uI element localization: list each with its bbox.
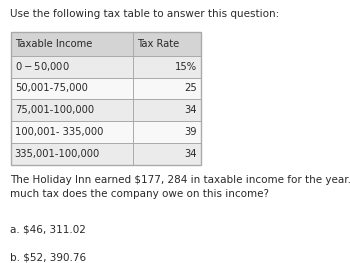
Bar xyxy=(10,32,201,56)
Text: 75,001-100,000: 75,001-100,000 xyxy=(15,105,94,115)
Text: The Holiday Inn earned $177, 284 in taxable income for the year. How
much tax do: The Holiday Inn earned $177, 284 in taxa… xyxy=(10,175,350,199)
Text: Tax Rate: Tax Rate xyxy=(137,39,180,49)
Text: 25: 25 xyxy=(184,83,197,94)
Text: 50,001-75,000: 50,001-75,000 xyxy=(15,83,88,94)
Text: 34: 34 xyxy=(184,149,197,159)
Text: 34: 34 xyxy=(184,105,197,115)
Bar xyxy=(10,143,201,165)
Text: 15%: 15% xyxy=(175,62,197,72)
Text: 100,001- 335,000: 100,001- 335,000 xyxy=(15,127,103,137)
Text: Use the following tax table to answer this question:: Use the following tax table to answer th… xyxy=(10,9,280,19)
Bar xyxy=(10,78,201,99)
Text: 335,001-100,000: 335,001-100,000 xyxy=(15,149,100,159)
Text: Taxable Income: Taxable Income xyxy=(15,39,92,49)
Text: 39: 39 xyxy=(184,127,197,137)
Bar xyxy=(10,56,201,78)
Text: b. $52, 390.76: b. $52, 390.76 xyxy=(10,252,87,262)
Text: a. $46, 311.02: a. $46, 311.02 xyxy=(10,225,86,235)
Bar xyxy=(10,121,201,143)
Text: $0-$50,000: $0-$50,000 xyxy=(15,60,70,73)
Bar xyxy=(10,99,201,121)
